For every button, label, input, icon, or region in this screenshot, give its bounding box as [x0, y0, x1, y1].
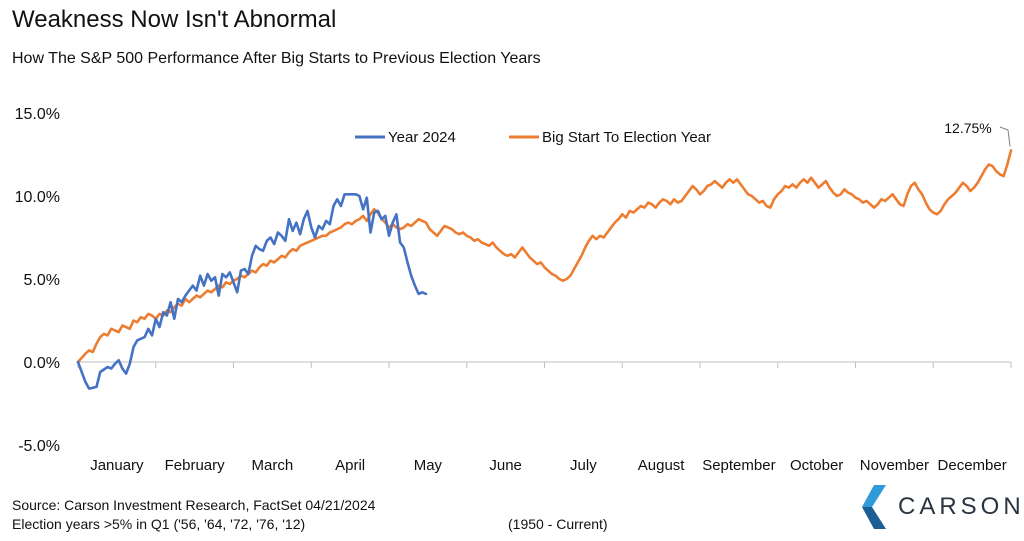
legend-label-big-start: Big Start To Election Year — [542, 129, 711, 146]
source-note: Source: Carson Investment Research, Fact… — [12, 497, 376, 513]
y-tick-label: 15.0% — [15, 106, 60, 123]
x-month-label: December — [938, 457, 1007, 474]
chart-subtitle: How The S&P 500 Performance After Big St… — [12, 50, 541, 67]
x-month-label: November — [860, 457, 929, 474]
x-month-label: March — [252, 457, 294, 474]
x-month-label: August — [638, 457, 686, 474]
date-range-note: (1950 - Current) — [508, 516, 608, 532]
series-line-big-start — [76, 149, 1013, 364]
x-month-label: September — [702, 457, 775, 474]
election-years-note: Election years >5% in Q1 ('56, '64, '72,… — [12, 516, 306, 532]
x-month-label: June — [489, 457, 522, 474]
chart-title: Weakness Now Isn't Abnormal — [12, 6, 337, 33]
x-month-label: January — [90, 457, 144, 474]
carson-chevron-logo-icon — [862, 485, 886, 529]
x-month-label: April — [335, 457, 365, 474]
y-tick-label: 10.0% — [15, 189, 60, 206]
carson-logo: CARSON — [862, 484, 1024, 530]
y-tick-label: 5.0% — [24, 272, 60, 289]
x-month-label: October — [790, 457, 843, 474]
y-tick-label: -5.0% — [18, 438, 60, 455]
series-line-2024 — [76, 193, 428, 390]
x-month-label: May — [414, 457, 443, 474]
logo-text: CARSON — [898, 493, 1024, 520]
annotation-leader-line — [999, 126, 1011, 147]
y-tick-label: 0.0% — [24, 355, 60, 372]
legend-label-2024: Year 2024 — [388, 129, 456, 146]
x-month-label: February — [165, 457, 226, 474]
end-value-annotation: 12.75% — [944, 120, 991, 136]
x-month-label: July — [570, 457, 597, 474]
